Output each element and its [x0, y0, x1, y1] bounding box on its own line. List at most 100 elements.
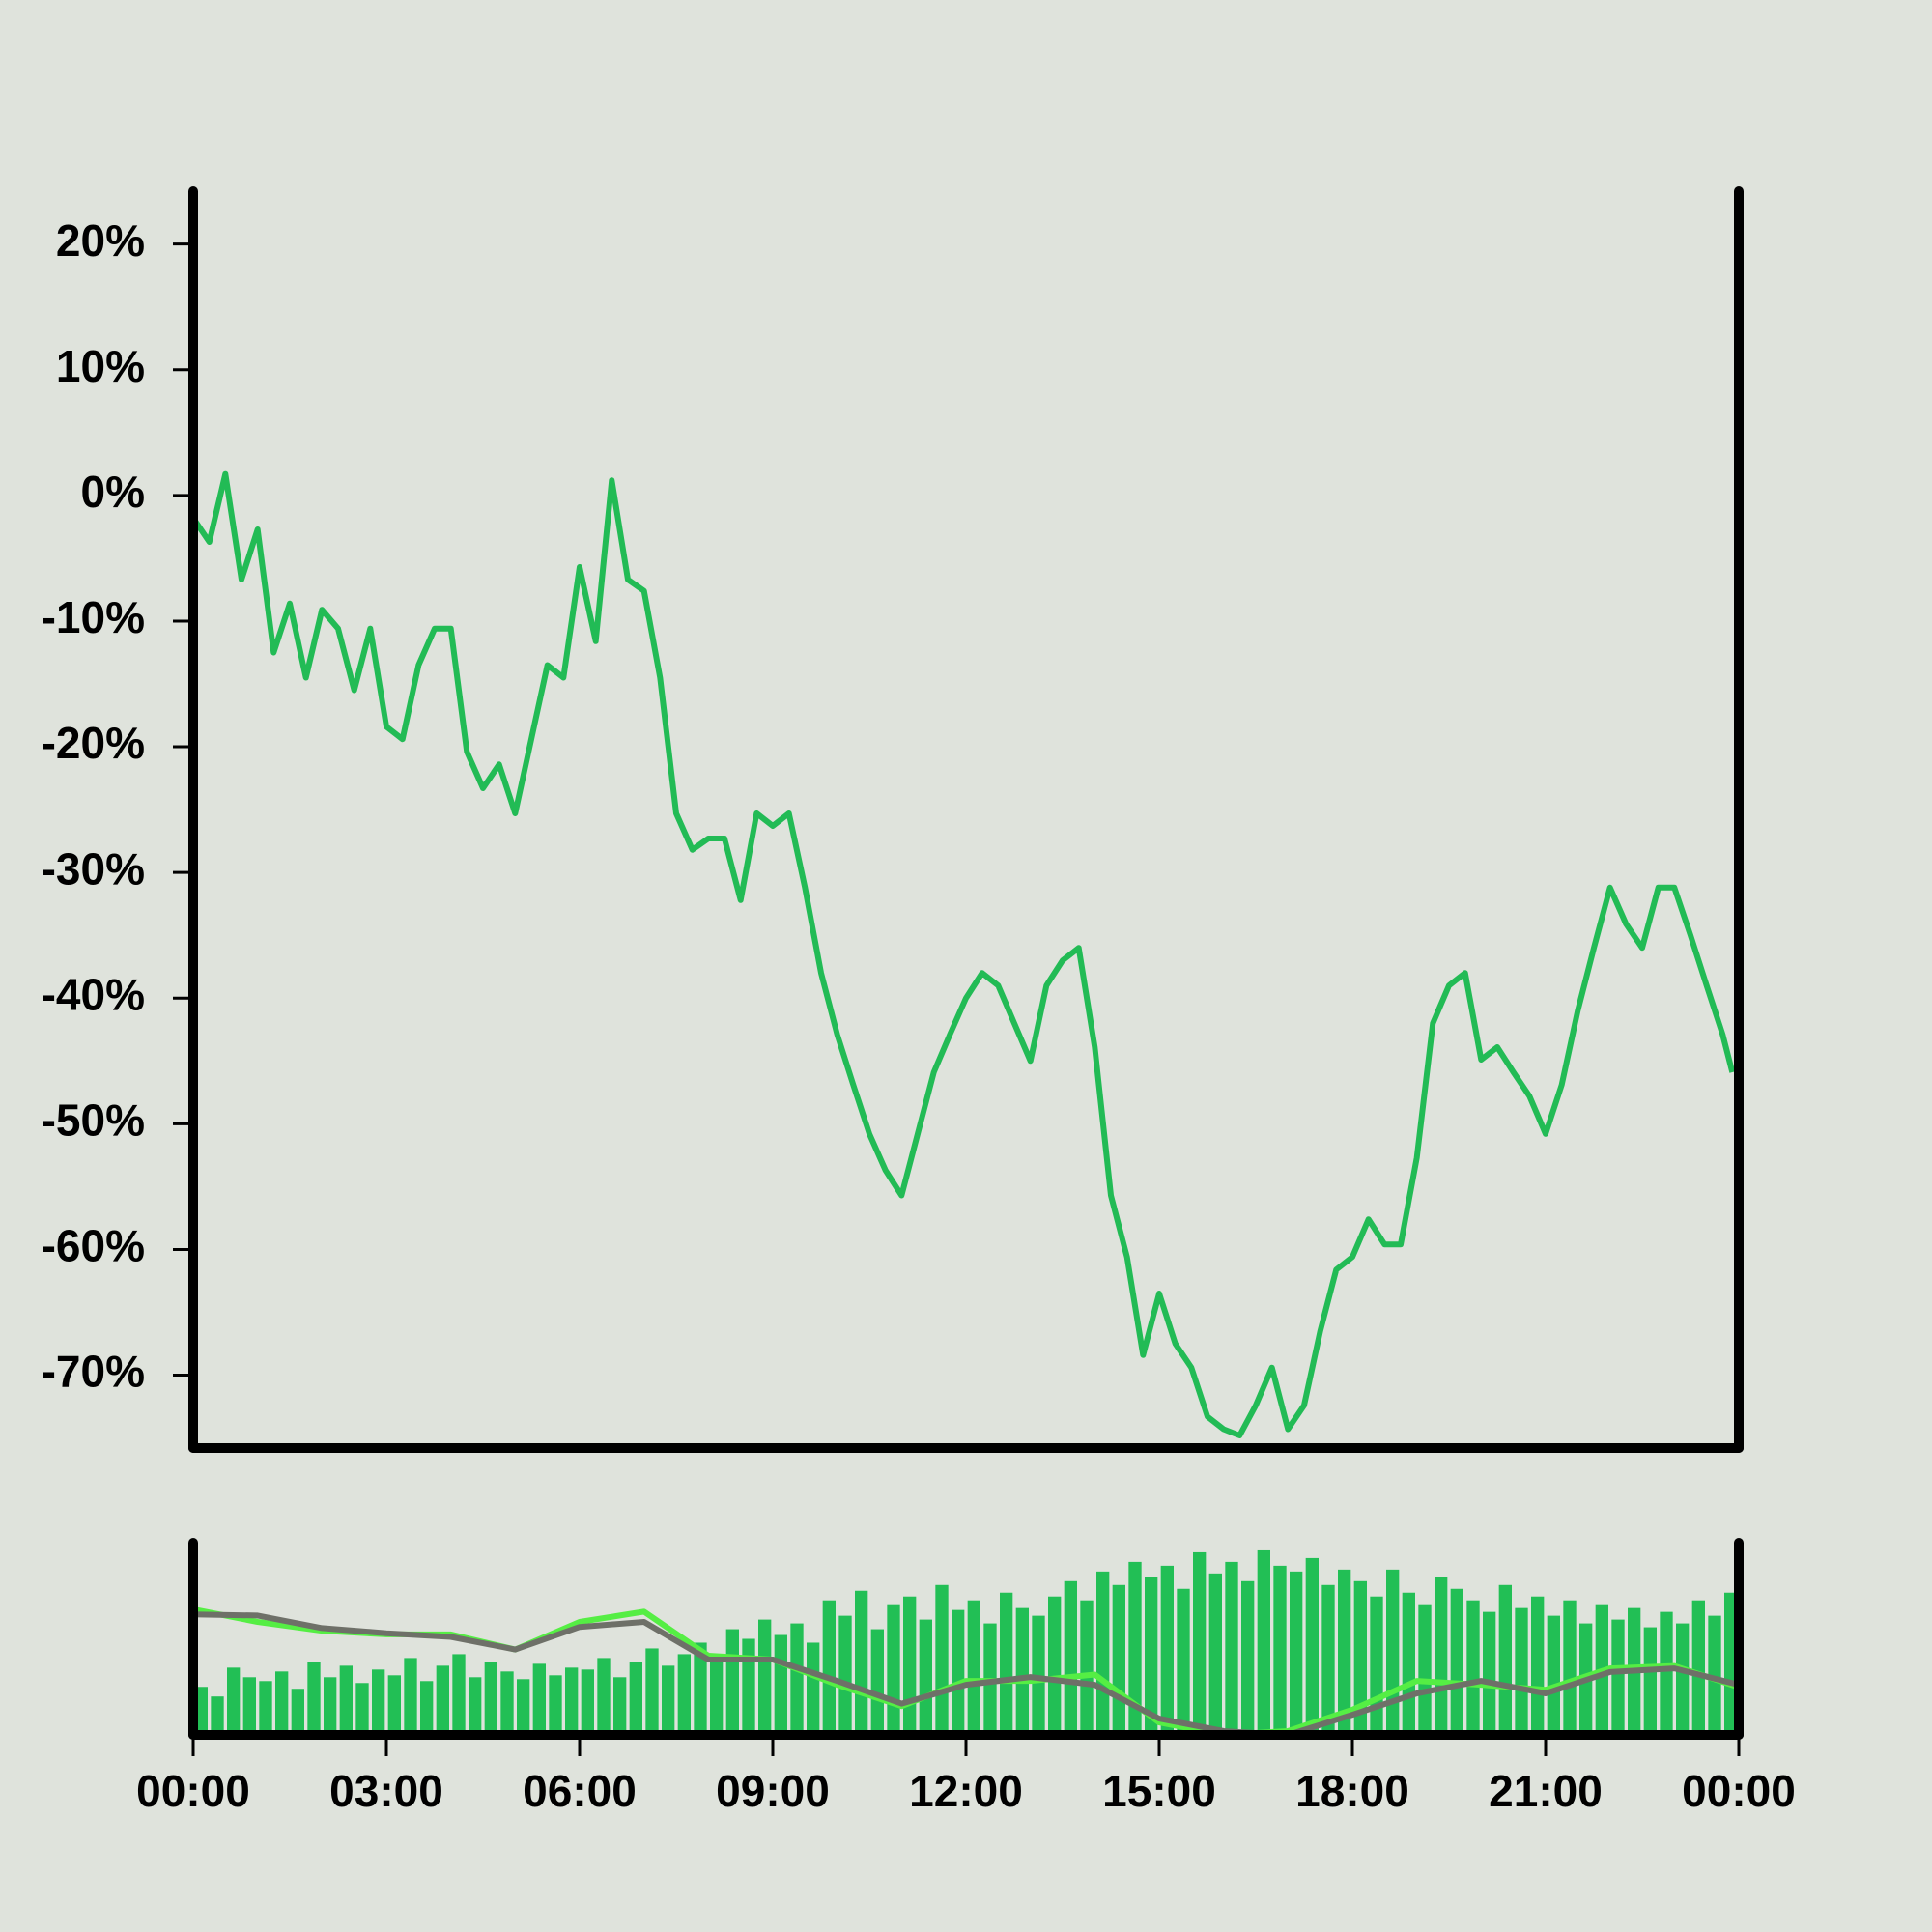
- volume-bar: [742, 1638, 755, 1735]
- volume-bar: [710, 1658, 724, 1735]
- volume-bar: [725, 1629, 739, 1735]
- volume-bar: [1676, 1623, 1690, 1735]
- volume-bar: [1338, 1569, 1351, 1735]
- volume-bar: [1691, 1600, 1705, 1735]
- volume-bar: [1370, 1596, 1383, 1735]
- volume-bar: [1048, 1596, 1062, 1735]
- volume-bar: [887, 1604, 900, 1735]
- volume-bar: [1708, 1615, 1721, 1735]
- volume-bar: [1386, 1569, 1400, 1735]
- volume-bar: [1498, 1584, 1512, 1735]
- volume-bar: [1000, 1592, 1013, 1735]
- volume-bar: [855, 1590, 868, 1735]
- volume-bar: [774, 1634, 787, 1735]
- volume-bar: [532, 1663, 546, 1735]
- volume-bar: [758, 1619, 772, 1735]
- volume-bar: [1353, 1580, 1367, 1735]
- volume-bar: [1112, 1584, 1125, 1735]
- volume-bar: [1160, 1565, 1174, 1735]
- volume-bar: [484, 1662, 497, 1735]
- y-tick-label: -70%: [42, 1347, 145, 1397]
- volume-bar: [324, 1677, 337, 1735]
- volume-bar: [1177, 1588, 1190, 1735]
- volume-bar: [1225, 1561, 1238, 1735]
- volume-bar: [436, 1665, 449, 1735]
- volume-bar: [1015, 1607, 1029, 1735]
- volume-bar: [259, 1681, 272, 1735]
- volume-bar: [1145, 1577, 1158, 1735]
- volume-bar: [1193, 1551, 1207, 1735]
- volume-bar: [822, 1600, 836, 1735]
- volume-bar: [372, 1669, 385, 1735]
- volume-bar: [1547, 1615, 1560, 1735]
- y-tick-label: -30%: [42, 843, 145, 894]
- volume-bar: [935, 1584, 949, 1735]
- volume-bar: [549, 1675, 562, 1735]
- volume-bar: [919, 1619, 932, 1735]
- volume-bar: [339, 1665, 353, 1735]
- x-tick-label: 21:00: [1489, 1766, 1603, 1816]
- volume-bar: [1515, 1607, 1528, 1735]
- volume-bar: [1064, 1580, 1077, 1735]
- x-tick-label: 09:00: [716, 1766, 830, 1816]
- volume-bar: [1208, 1573, 1222, 1735]
- x-tick-label: 00:00: [1682, 1766, 1796, 1816]
- x-tick-label: 00:00: [136, 1766, 250, 1816]
- volume-bar: [1418, 1604, 1432, 1735]
- volume-bar: [355, 1683, 369, 1735]
- y-tick-label: -20%: [42, 718, 145, 768]
- y-tick-label: 10%: [56, 341, 145, 391]
- volume-bar: [1241, 1580, 1255, 1735]
- volume-bar: [500, 1671, 514, 1735]
- y-tick-label: -50%: [42, 1094, 145, 1145]
- volume-bar: [275, 1671, 289, 1735]
- volume-bar: [1080, 1600, 1094, 1735]
- volume-bar: [1450, 1588, 1463, 1735]
- volume-bar: [1402, 1592, 1415, 1735]
- volume-bar: [469, 1677, 482, 1735]
- volume-bar: [1128, 1561, 1142, 1735]
- x-tick-label: 18:00: [1295, 1766, 1409, 1816]
- x-tick-label: 06:00: [523, 1766, 637, 1816]
- volume-bar: [227, 1667, 241, 1735]
- volume-bar: [838, 1615, 852, 1735]
- volume-bar: [291, 1689, 304, 1735]
- volume-bar: [404, 1658, 417, 1735]
- volume-bar: [211, 1696, 224, 1735]
- y-tick-label: 20%: [56, 215, 145, 266]
- volume-bar: [870, 1629, 884, 1735]
- volume-bar: [1611, 1619, 1625, 1735]
- volume-bar: [613, 1677, 627, 1735]
- volume-bar: [807, 1642, 820, 1735]
- volume-bar: [387, 1675, 401, 1735]
- volume-bar: [1660, 1611, 1673, 1735]
- volume-bar: [1305, 1557, 1319, 1735]
- volume-bar: [517, 1679, 530, 1735]
- volume-bar: [1273, 1565, 1287, 1735]
- volume-bar: [903, 1596, 917, 1735]
- volume-bar: [1643, 1627, 1657, 1735]
- volume-bar: [1435, 1577, 1448, 1735]
- volume-bar: [581, 1669, 594, 1735]
- y-tick-label: 0%: [81, 467, 145, 517]
- volume-bar: [420, 1681, 434, 1735]
- volume-bar: [694, 1642, 707, 1735]
- volume-bar: [952, 1609, 965, 1735]
- volume-bar: [565, 1667, 579, 1735]
- volume-bar: [662, 1665, 675, 1735]
- volume-bar: [790, 1623, 804, 1735]
- volume-bar: [967, 1600, 980, 1735]
- x-tick-label: 15:00: [1102, 1766, 1216, 1816]
- volume-bar: [645, 1648, 659, 1735]
- trend-line: [193, 1611, 1739, 1735]
- volume-bar: [452, 1654, 466, 1735]
- volume-bar: [307, 1662, 321, 1735]
- volume-bar: [1563, 1600, 1577, 1735]
- volume-bar: [1466, 1600, 1480, 1735]
- volume-bar: [677, 1654, 691, 1735]
- y-tick-label: -40%: [42, 969, 145, 1019]
- volume-bar: [1531, 1596, 1545, 1735]
- y-tick-label: -60%: [42, 1221, 145, 1271]
